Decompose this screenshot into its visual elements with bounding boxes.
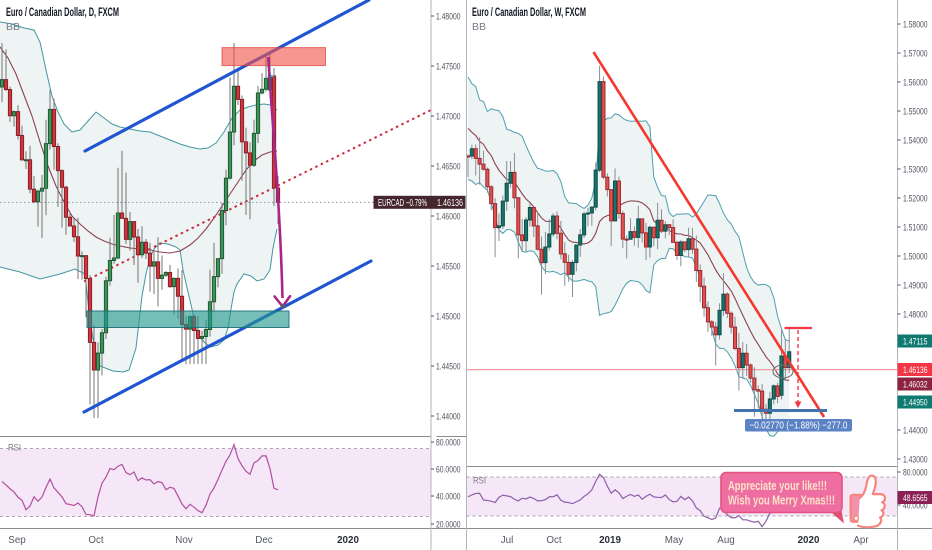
- svg-text:Sep: Sep: [8, 535, 26, 546]
- svg-text:1.55000: 1.55000: [903, 106, 928, 117]
- svg-text:RSI: RSI: [8, 443, 21, 454]
- svg-text:60.0000: 60.0000: [436, 464, 461, 475]
- svg-text:1.54000: 1.54000: [903, 135, 928, 146]
- svg-text:1.53000: 1.53000: [903, 164, 928, 175]
- svg-text:1.50000: 1.50000: [903, 251, 928, 262]
- svg-text:1.45000: 1.45000: [436, 311, 461, 322]
- svg-text:1.46032: 1.46032: [903, 379, 928, 390]
- svg-text:Wish you Merry Xmas!!!: Wish you Merry Xmas!!!: [728, 494, 835, 508]
- svg-text:80.0000: 80.0000: [903, 467, 928, 478]
- svg-text:1.46136: 1.46136: [903, 365, 928, 376]
- svg-text:Oct: Oct: [88, 535, 104, 546]
- svg-text:Euro / Canadian Dollar, D, FXC: Euro / Canadian Dollar, D, FXCM: [6, 7, 119, 19]
- svg-text:1.52000: 1.52000: [903, 193, 928, 204]
- svg-text:1.58000: 1.58000: [903, 19, 928, 30]
- svg-text:1.47500: 1.47500: [436, 61, 461, 72]
- svg-text:1.46500: 1.46500: [436, 161, 461, 172]
- svg-text:1.56000: 1.56000: [903, 77, 928, 88]
- svg-text:1.43000: 1.43000: [903, 454, 928, 465]
- svg-text:Jul: Jul: [501, 535, 514, 546]
- svg-text:1.48000: 1.48000: [903, 309, 928, 320]
- svg-text:80.0000: 80.0000: [436, 437, 461, 448]
- svg-text:BB: BB: [472, 21, 486, 33]
- svg-text:Apr: Apr: [853, 535, 869, 546]
- svg-text:1.44500: 1.44500: [436, 361, 461, 372]
- svg-text:1.46000: 1.46000: [436, 211, 461, 222]
- svg-text:48.6565: 48.6565: [903, 493, 928, 504]
- svg-text:RSI: RSI: [473, 476, 486, 487]
- svg-text:1.44000: 1.44000: [903, 425, 928, 436]
- svg-text:Appreciate your like!!!: Appreciate your like!!!: [728, 479, 827, 493]
- svg-text:2020: 2020: [337, 535, 359, 546]
- svg-text:2020: 2020: [798, 535, 820, 546]
- svg-text:Oct: Oct: [546, 535, 562, 546]
- svg-text:1.44000: 1.44000: [436, 411, 461, 422]
- svg-text:1.48000: 1.48000: [436, 11, 461, 22]
- svg-text:May: May: [665, 535, 684, 546]
- svg-text:1.45500: 1.45500: [436, 261, 461, 272]
- svg-text:1.44950: 1.44950: [903, 397, 928, 408]
- svg-text:EURCAD −0.79%: EURCAD −0.79%: [378, 198, 427, 209]
- svg-text:1.47000: 1.47000: [436, 111, 461, 122]
- svg-text:40.0000: 40.0000: [436, 491, 461, 502]
- svg-text:20.0000: 20.0000: [436, 519, 461, 530]
- svg-text:Aug: Aug: [717, 535, 734, 546]
- svg-text:Nov: Nov: [175, 535, 193, 546]
- svg-text:1.51000: 1.51000: [903, 222, 928, 233]
- svg-text:BB: BB: [6, 21, 20, 33]
- svg-text:1.46136: 1.46136: [437, 198, 463, 209]
- svg-text:1.47115: 1.47115: [903, 336, 928, 347]
- svg-text:1.49000: 1.49000: [903, 280, 928, 291]
- svg-text:Euro / Canadian Dollar, W, FXC: Euro / Canadian Dollar, W, FXCM: [472, 7, 586, 19]
- svg-text:2019: 2019: [599, 535, 621, 546]
- svg-text:1.57000: 1.57000: [903, 48, 928, 59]
- svg-text:40.0000: 40.0000: [903, 500, 928, 511]
- svg-text:Dec: Dec: [255, 535, 273, 546]
- svg-text:−0.02770 (−1.88%) −277.0: −0.02770 (−1.88%) −277.0: [750, 420, 848, 432]
